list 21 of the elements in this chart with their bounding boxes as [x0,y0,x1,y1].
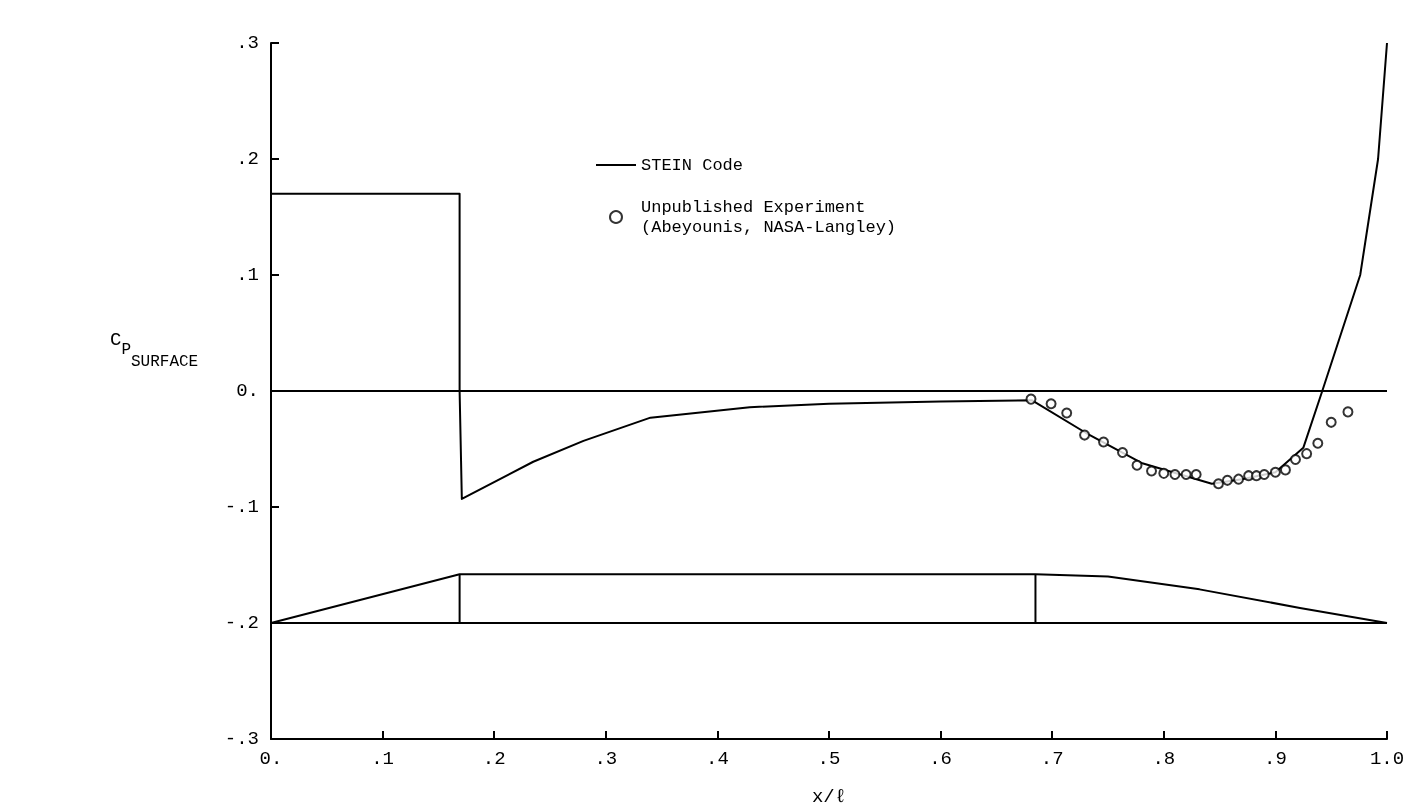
x-tick-label: .6 [929,747,953,770]
x-tick-label: .9 [1263,747,1287,770]
y-tick-label: .2 [236,148,259,170]
x-tick-label: .7 [1040,747,1064,770]
y-tick-label: .3 [236,32,259,54]
y-tick-label: -.1 [224,496,259,518]
legend-label: STEIN Code [641,155,744,175]
x-tick-label: .5 [817,747,841,770]
y-tick-label: .1 [236,264,259,286]
x-tick-label: .8 [1152,747,1176,770]
x-tick-label: .2 [482,747,506,770]
x-tick-label: .4 [705,747,729,770]
y-tick-label: -.2 [224,612,259,634]
x-tick-label: .1 [371,747,395,770]
x-tick-label: 0. [259,747,283,770]
y-tick-label: 0. [236,380,259,402]
legend-label: Unpublished Experiment (Abeyounis, NASA-Langley) [641,197,897,237]
x-tick-label: .3 [594,747,618,770]
y-tick-label: -.3 [224,728,259,750]
x-axis-title: x/ℓ [811,785,847,808]
x-tick-label: 1.0 [1369,747,1405,770]
